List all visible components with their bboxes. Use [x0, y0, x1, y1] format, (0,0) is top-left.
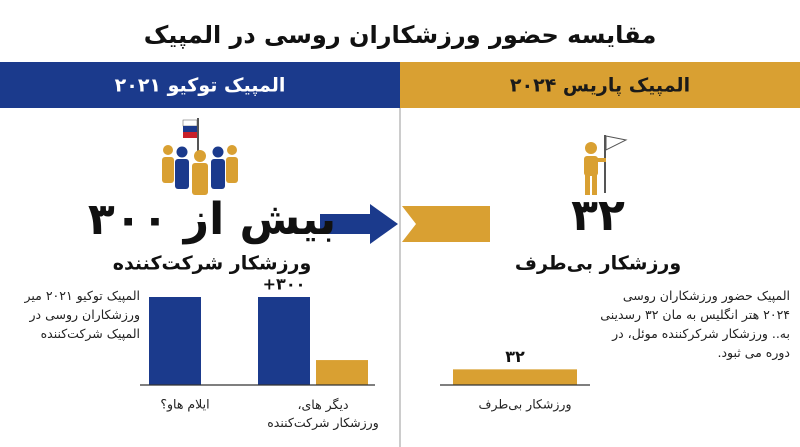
value-label: +۳۰۰ [263, 275, 306, 294]
title: مقایسه حضور ورزشکاران روسی در المپیک [144, 21, 657, 49]
note: المپیک توکیو ۲۰۲۱ میر ورزشکاران روسی در … [24, 288, 140, 341]
header-band [400, 62, 800, 108]
crowd-icon [162, 118, 238, 195]
x-tick-label: دیگر های، ورزشکار شرکت‌کننده [267, 397, 379, 431]
value-label: ۳۲ [505, 347, 525, 366]
x-tick-label: ورزشکار بی‌طرف [478, 397, 571, 413]
panel-header: المپیک پاریس ۲۰۲۴ [510, 75, 690, 97]
note: المپیک حضور ورزشکاران روسی ۲۰۲۴ هتر انگل… [600, 288, 790, 360]
headline: بیش از ۳۰۰ [88, 194, 336, 245]
header-band [0, 62, 400, 108]
bar [149, 297, 201, 385]
bar [453, 369, 577, 385]
bar [316, 360, 368, 385]
x-tick-label: ایلام هاو؟ [160, 397, 209, 413]
panel-header: المپیک توکیو ۲۰۲۱ [115, 75, 286, 97]
headline: ۳۲ [571, 190, 625, 241]
arrow [320, 204, 398, 244]
arrow-tail [402, 206, 490, 242]
bar [258, 297, 310, 385]
subheadline: ورزشکار شرکت‌کننده [113, 253, 312, 275]
subheadline: ورزشکار بی‌طرف [515, 253, 681, 275]
athlete-icon [584, 135, 628, 195]
